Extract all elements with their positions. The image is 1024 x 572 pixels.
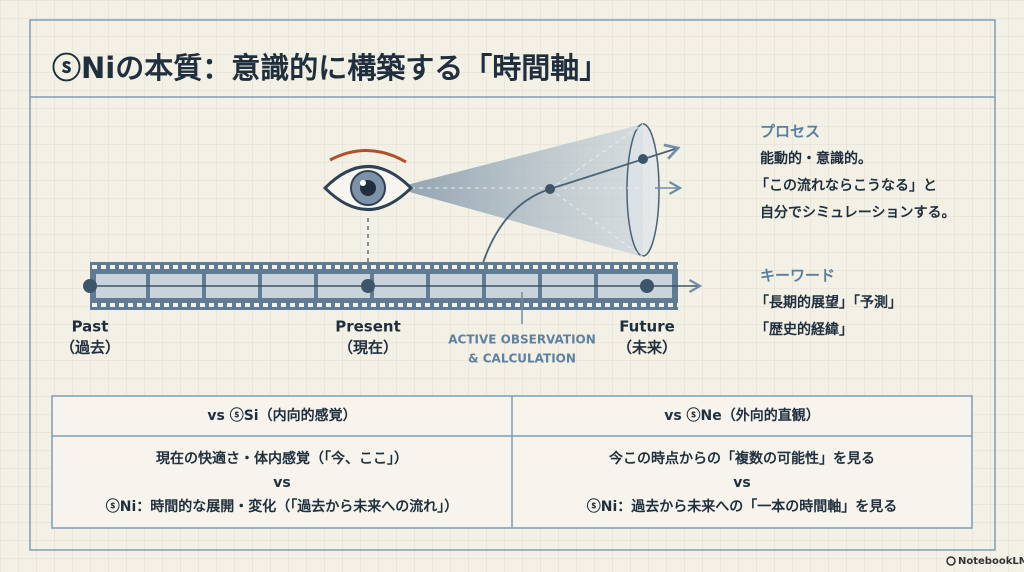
timeline-label: Past: [72, 318, 109, 336]
annotation: & CALCULATION: [468, 352, 576, 366]
film-strip: [83, 262, 703, 324]
process-line: 能動的・意識的。: [760, 150, 872, 167]
vision-cone: [395, 123, 683, 273]
timeline-sublabel: （現在）: [338, 339, 398, 357]
frame: [29, 19, 996, 551]
table-header: vs ⓢNe（外向的直観）: [664, 407, 820, 424]
table-cell-line: vs: [273, 475, 290, 491]
brand: NotebookLM: [958, 556, 1024, 567]
timeline-label: Present: [335, 318, 401, 336]
keywords-heading: キーワード: [760, 267, 835, 285]
annotation: ACTIVE OBSERVATION: [448, 333, 596, 347]
table-cell-line: 現在の快適さ・体内感覚（「今、ここ」）: [156, 450, 408, 467]
title: ⓢNiの本質：意識的に構築する「時間軸」: [52, 51, 608, 85]
table-cell-line: vs: [733, 475, 750, 491]
process-line: 「この流れならこうなる」と: [755, 177, 937, 194]
timeline-sublabel: （未来）: [617, 339, 677, 357]
keyword-line: 「長期的展望」「予測」: [755, 294, 902, 311]
table-cell-line: 今この時点からの「複数の可能性」を見る: [608, 450, 875, 467]
brand-icon: [946, 556, 956, 566]
eye-icon: [322, 149, 414, 262]
comparison-table: [51, 395, 973, 529]
process-heading: プロセス: [760, 123, 820, 141]
timeline-label: Future: [619, 318, 675, 336]
keyword-line: 「歴史的経緯」: [755, 321, 853, 338]
table-cell-line: ⓢNi：時間的な展開・変化（「過去から未来への流れ」）: [106, 498, 459, 515]
table-header: vs ⓢSi（内向的感覚）: [207, 407, 356, 424]
process-line: 自分でシミュレーションする。: [760, 204, 955, 221]
table-cell-line: ⓢNi：過去から未来への「一本の時間軸」を見る: [587, 498, 898, 515]
timeline-sublabel: （過去）: [60, 339, 120, 357]
